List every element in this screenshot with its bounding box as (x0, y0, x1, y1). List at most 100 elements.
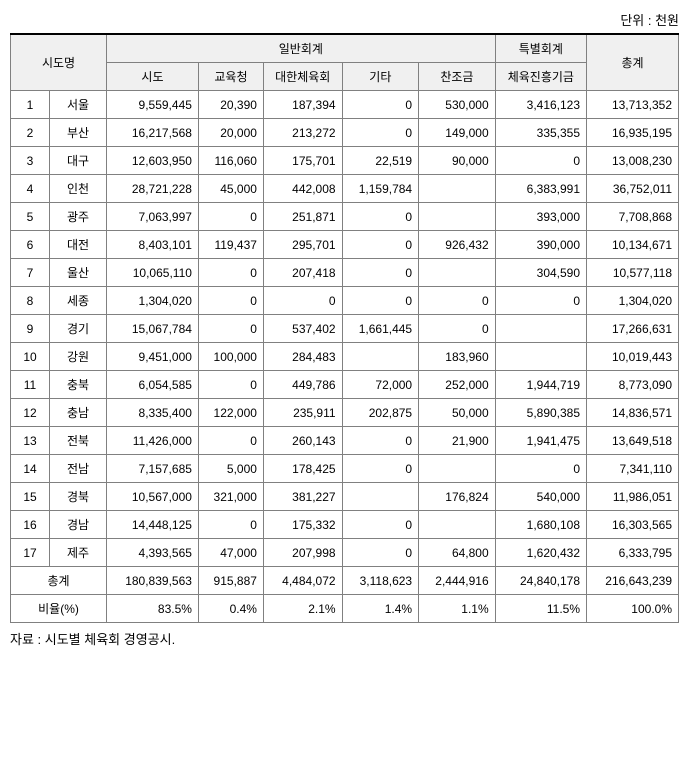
row-index: 9 (11, 315, 50, 343)
cell-fund (495, 315, 586, 343)
row-region: 제주 (50, 539, 107, 567)
cell-etc: 0 (342, 511, 419, 539)
ratio-row: 비율(%)83.5%0.4%2.1%1.4%1.1%11.5%100.0% (11, 595, 679, 623)
totals-etc: 3,118,623 (342, 567, 419, 595)
row-index: 15 (11, 483, 50, 511)
cell-chanjo (419, 455, 496, 483)
ratio-label: 비율(%) (11, 595, 107, 623)
row-index: 16 (11, 511, 50, 539)
cell-etc (342, 343, 419, 371)
cell-sido: 9,451,000 (107, 343, 199, 371)
cell-chanjo: 149,000 (419, 119, 496, 147)
ratio-sido: 83.5% (107, 595, 199, 623)
cell-total: 7,708,868 (587, 203, 679, 231)
cell-fund: 5,890,385 (495, 399, 586, 427)
table-row: 4인천28,721,22845,000442,0081,159,7846,383… (11, 175, 679, 203)
cell-etc: 0 (342, 539, 419, 567)
cell-edu: 0 (198, 315, 263, 343)
cell-total: 6,333,795 (587, 539, 679, 567)
header-general-account: 일반회계 (107, 34, 496, 63)
row-index: 10 (11, 343, 50, 371)
cell-total: 11,986,051 (587, 483, 679, 511)
cell-ksc: 175,332 (263, 511, 342, 539)
header-chanjo: 찬조금 (419, 63, 496, 91)
row-index: 5 (11, 203, 50, 231)
table-row: 12충남8,335,400122,000235,911202,87550,000… (11, 399, 679, 427)
header-sido: 시도 (107, 63, 199, 91)
cell-sido: 16,217,568 (107, 119, 199, 147)
cell-fund: 3,416,123 (495, 91, 586, 119)
cell-etc (342, 483, 419, 511)
header-special-account: 특별회계 (495, 34, 586, 63)
header-edu: 교육청 (198, 63, 263, 91)
cell-etc: 0 (342, 231, 419, 259)
table-row: 15경북10,567,000321,000381,227176,824540,0… (11, 483, 679, 511)
cell-ksc: 175,701 (263, 147, 342, 175)
cell-ksc: 260,143 (263, 427, 342, 455)
cell-etc: 0 (342, 455, 419, 483)
ratio-edu: 0.4% (198, 595, 263, 623)
cell-ksc: 207,998 (263, 539, 342, 567)
row-index: 3 (11, 147, 50, 175)
cell-chanjo: 0 (419, 287, 496, 315)
cell-sido: 15,067,784 (107, 315, 199, 343)
table-row: 7울산10,065,1100207,4180304,59010,577,118 (11, 259, 679, 287)
totals-sido: 180,839,563 (107, 567, 199, 595)
row-region: 울산 (50, 259, 107, 287)
table-row: 8세종1,304,020000001,304,020 (11, 287, 679, 315)
cell-chanjo: 926,432 (419, 231, 496, 259)
cell-fund (495, 343, 586, 371)
cell-chanjo: 50,000 (419, 399, 496, 427)
cell-edu: 0 (198, 203, 263, 231)
cell-sido: 8,335,400 (107, 399, 199, 427)
cell-total: 10,134,671 (587, 231, 679, 259)
cell-edu: 122,000 (198, 399, 263, 427)
cell-edu: 119,437 (198, 231, 263, 259)
cell-fund: 0 (495, 147, 586, 175)
header-ksc: 대한체육회 (263, 63, 342, 91)
cell-ksc: 449,786 (263, 371, 342, 399)
cell-fund: 6,383,991 (495, 175, 586, 203)
cell-total: 10,019,443 (587, 343, 679, 371)
cell-etc: 22,519 (342, 147, 419, 175)
cell-total: 17,266,631 (587, 315, 679, 343)
row-region: 부산 (50, 119, 107, 147)
cell-ksc: 251,871 (263, 203, 342, 231)
cell-edu: 20,390 (198, 91, 263, 119)
cell-etc: 0 (342, 259, 419, 287)
cell-ksc: 442,008 (263, 175, 342, 203)
cell-fund: 335,355 (495, 119, 586, 147)
cell-sido: 12,603,950 (107, 147, 199, 175)
cell-fund: 1,944,719 (495, 371, 586, 399)
cell-fund: 1,680,108 (495, 511, 586, 539)
cell-ksc: 0 (263, 287, 342, 315)
cell-chanjo (419, 203, 496, 231)
cell-etc: 1,661,445 (342, 315, 419, 343)
cell-fund: 390,000 (495, 231, 586, 259)
totals-fund: 24,840,178 (495, 567, 586, 595)
cell-total: 8,773,090 (587, 371, 679, 399)
cell-chanjo: 183,960 (419, 343, 496, 371)
row-region: 전남 (50, 455, 107, 483)
cell-edu: 116,060 (198, 147, 263, 175)
cell-etc: 72,000 (342, 371, 419, 399)
cell-sido: 7,157,685 (107, 455, 199, 483)
table-row: 3대구12,603,950116,060175,70122,51990,0000… (11, 147, 679, 175)
cell-sido: 1,304,020 (107, 287, 199, 315)
ratio-chanjo: 1.1% (419, 595, 496, 623)
cell-ksc: 235,911 (263, 399, 342, 427)
cell-ksc: 213,272 (263, 119, 342, 147)
cell-edu: 45,000 (198, 175, 263, 203)
row-region: 광주 (50, 203, 107, 231)
cell-chanjo: 21,900 (419, 427, 496, 455)
cell-total: 16,303,565 (587, 511, 679, 539)
row-index: 7 (11, 259, 50, 287)
cell-ksc: 284,483 (263, 343, 342, 371)
row-region: 경북 (50, 483, 107, 511)
table-row: 17제주4,393,56547,000207,998064,8001,620,4… (11, 539, 679, 567)
row-region: 전북 (50, 427, 107, 455)
row-region: 경기 (50, 315, 107, 343)
cell-total: 1,304,020 (587, 287, 679, 315)
cell-fund: 0 (495, 455, 586, 483)
cell-ksc: 207,418 (263, 259, 342, 287)
